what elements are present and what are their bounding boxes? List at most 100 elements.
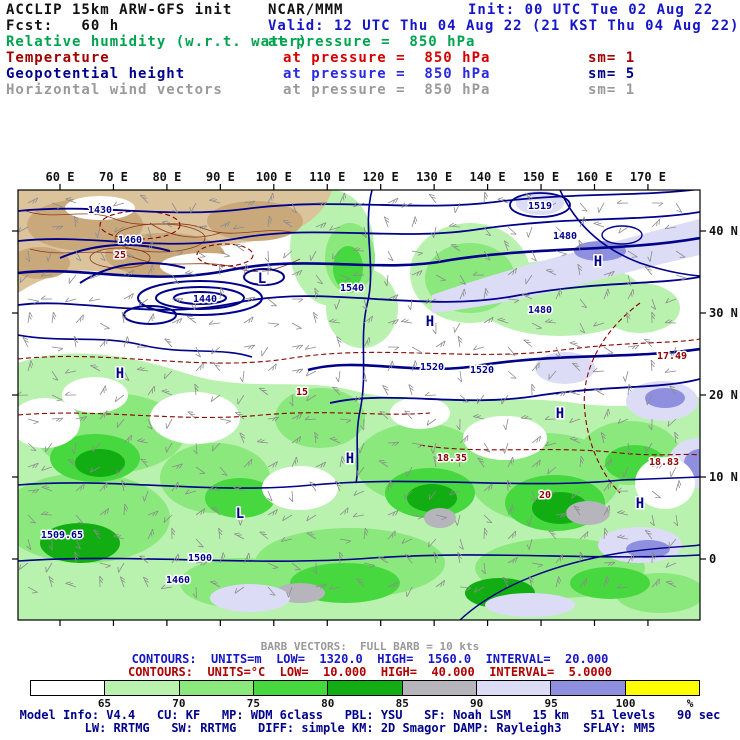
y-tick-label: 0 bbox=[709, 552, 716, 566]
y-tick-label: 20 N bbox=[709, 388, 738, 402]
barb-legend: BARB VECTORS: FULL BARB = 10 kts bbox=[260, 640, 480, 653]
height-contour-label: 1519 bbox=[528, 201, 552, 212]
colorbar-tick-label: 75 bbox=[246, 697, 260, 710]
x-tick-label: 80 E bbox=[152, 170, 181, 184]
high-center-marker: H bbox=[556, 406, 564, 422]
field-name-temperature: Temperature bbox=[6, 50, 110, 66]
org-name: NCAR/MMM bbox=[268, 2, 344, 18]
wind-barbs bbox=[18, 191, 687, 599]
colorbar-unit-label: % bbox=[686, 697, 694, 710]
map-frame bbox=[17, 189, 701, 621]
field-row-wind: Horizontal wind vectors at pressure = 85… bbox=[0, 83, 740, 99]
field-level-temperature: at pressure = 850 hPa bbox=[283, 50, 491, 66]
longitude-axis: 60 E 70 E 80 E 90 E 100 E 110 E 120 E 130 E 140 … bbox=[46, 170, 666, 626]
colorbar-labels: 65 70 75 80 85 90 95 100% bbox=[30, 697, 720, 710]
temperature-contour-label: 15 bbox=[296, 387, 308, 398]
field-name-wind: Horizontal wind vectors bbox=[6, 82, 223, 98]
colorbar-tick-label: 80 bbox=[321, 697, 335, 710]
x-tick-label: 110 E bbox=[309, 170, 345, 184]
temperature-contour-label: 25 bbox=[114, 250, 126, 261]
field-sm-height: sm= 5 bbox=[588, 66, 636, 82]
field-row-height: Geopotential height at pressure = 850 hP… bbox=[0, 67, 740, 83]
height-contour-label: 1509.65 bbox=[41, 530, 83, 541]
field-name-humidity: Relative humidity (w.r.t. water) bbox=[6, 34, 308, 50]
x-tick-label: 130 E bbox=[416, 170, 452, 184]
colorbar-cell bbox=[625, 681, 699, 695]
temperature-contours bbox=[18, 210, 700, 494]
temperature-contour-label: 18.35 bbox=[437, 453, 467, 464]
colorbar-cell bbox=[31, 681, 106, 695]
init-time: Init: 00 UTC Tue 02 Aug 22 bbox=[468, 2, 714, 18]
valid-time: Valid: 12 UTC Thu 04 Aug 22 (21 KST Thu … bbox=[268, 18, 740, 34]
field-row-temperature: Temperature at pressure = 850 hPa sm= 1 bbox=[0, 51, 740, 67]
model-info-line-2: LW: RRTMG SW: RRTMG DIFF: simple KM: 2D … bbox=[84, 721, 656, 735]
field-level-height: at pressure = 850 hPa bbox=[283, 66, 491, 82]
high-center-marker: H bbox=[594, 254, 602, 270]
temp-contour-legend: CONTOURS: UNITS=°C LOW= 10.000 HIGH= 40.… bbox=[127, 665, 613, 679]
colorbar-tick-label: 100 bbox=[615, 697, 636, 710]
colorbar-cell bbox=[402, 681, 477, 695]
y-tick-label: 10 N bbox=[709, 470, 738, 484]
temperature-contour-label: 18.83 bbox=[649, 457, 679, 468]
x-tick-label: 170 E bbox=[630, 170, 666, 184]
height-contour-legend: CONTOURS: UNITS=m LOW= 1320.0 HIGH= 1560… bbox=[131, 652, 609, 666]
height-contour-label: 1480 bbox=[528, 305, 552, 316]
colorbar-tick-label: 70 bbox=[172, 697, 186, 710]
y-tick-label: 30 N bbox=[709, 306, 738, 320]
height-contour-label: 1480 bbox=[553, 231, 577, 242]
height-contour-label: 1440 bbox=[193, 294, 217, 305]
height-contour-label: 1460 bbox=[118, 235, 142, 246]
height-contour-label: 1520 bbox=[420, 362, 444, 373]
humidity-colorbar bbox=[30, 680, 700, 696]
colorbar-cell bbox=[551, 681, 626, 695]
low-center-marker: L bbox=[258, 271, 266, 287]
header-line-1: ACCLIP 15km ARW-GFS init NCAR/MMM Init: … bbox=[0, 3, 740, 19]
colorbar-tick-label: 95 bbox=[544, 697, 558, 710]
field-sm-temperature: sm= 1 bbox=[588, 50, 636, 66]
colorbar-tick-label: 85 bbox=[395, 697, 409, 710]
field-name-height: Geopotential height bbox=[6, 66, 186, 82]
model-title: ACCLIP 15km ARW-GFS init bbox=[6, 2, 233, 18]
high-center-marker: H bbox=[426, 314, 434, 330]
temperature-contour-label: 17.49 bbox=[657, 351, 687, 362]
header-line-2: Fcst: 60 h Valid: 12 UTC Thu 04 Aug 22 (… bbox=[0, 19, 740, 35]
x-tick-label: 120 E bbox=[363, 170, 399, 184]
height-contour-label: 1460 bbox=[166, 575, 190, 586]
x-tick-label: 100 E bbox=[256, 170, 292, 184]
model-info-line-1: Model Info: V4.4 CU: KF MP: WDM 6class P… bbox=[19, 708, 721, 722]
field-level-wind: at pressure = 850 hPa bbox=[283, 82, 491, 98]
height-contour-label: 1520 bbox=[470, 365, 494, 376]
forecast-hour: Fcst: 60 h bbox=[6, 18, 120, 34]
high-center-marker: H bbox=[346, 451, 354, 467]
field-row-humidity: Relative humidity (w.r.t. water) at pres… bbox=[0, 35, 740, 51]
x-tick-label: 140 E bbox=[470, 170, 506, 184]
y-tick-label: 40 N bbox=[709, 224, 738, 238]
colorbar-cell bbox=[253, 681, 329, 695]
x-tick-label: 150 E bbox=[523, 170, 559, 184]
x-tick-label: 70 E bbox=[99, 170, 128, 184]
field-sm-wind: sm= 1 bbox=[588, 82, 636, 98]
colorbar-tick-label: 65 bbox=[97, 697, 112, 710]
x-tick-label: 60 E bbox=[46, 170, 75, 184]
colorbar-cell bbox=[179, 681, 254, 695]
high-center-marker: H bbox=[636, 496, 644, 512]
height-contour-label: 1430 bbox=[88, 205, 112, 216]
height-contour-label: 1540 bbox=[340, 283, 364, 294]
field-level-humidity: at pressure = 850 hPa bbox=[268, 34, 476, 50]
height-contour-label: 1500 bbox=[188, 553, 212, 564]
colorbar-cell bbox=[105, 681, 180, 695]
plot-header: ACCLIP 15km ARW-GFS init NCAR/MMM Init: … bbox=[0, 3, 740, 99]
colorbar-cell bbox=[328, 681, 403, 695]
temperature-contour-label: 20 bbox=[539, 490, 551, 501]
colorbar-cell bbox=[476, 681, 552, 695]
colorbar-tick-label: 90 bbox=[470, 697, 484, 710]
latitude-axis: 40 N 30 N 20 N 10 N 0 bbox=[12, 224, 738, 566]
humidity-shading bbox=[18, 190, 700, 620]
low-center-marker: L bbox=[236, 506, 244, 522]
x-tick-label: 90 E bbox=[206, 170, 235, 184]
x-tick-label: 160 E bbox=[576, 170, 612, 184]
high-center-marker: H bbox=[116, 366, 124, 382]
